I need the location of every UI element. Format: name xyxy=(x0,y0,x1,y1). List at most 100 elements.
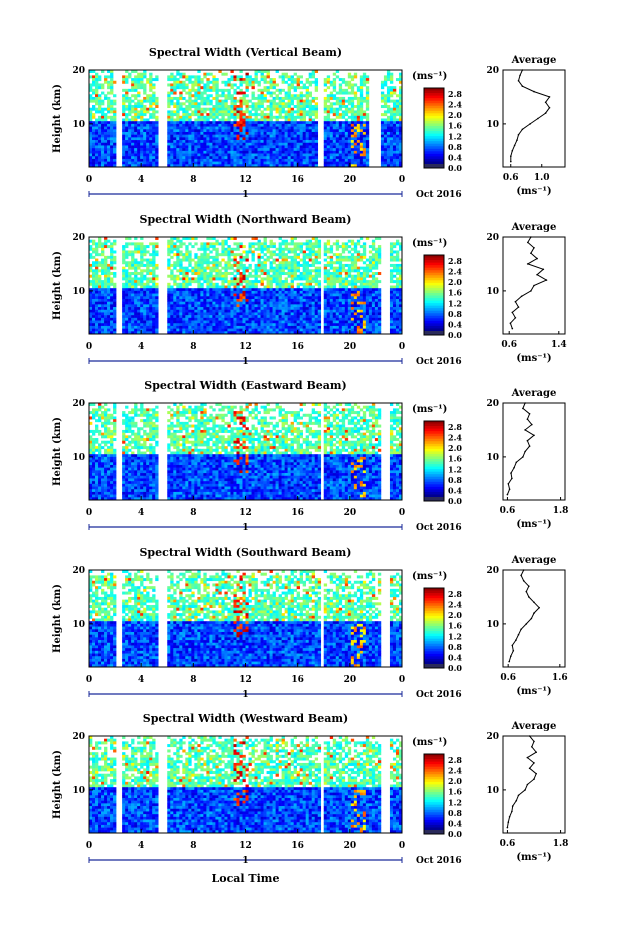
heatmap-cell xyxy=(167,94,171,98)
heatmap-cell xyxy=(257,158,261,162)
heatmap-cell xyxy=(272,105,276,109)
heatmap-cell xyxy=(89,288,93,292)
heatmap-cell xyxy=(194,288,198,292)
heatmap-cell xyxy=(155,126,159,130)
heatmap-cell xyxy=(296,161,300,165)
heatmap-cell xyxy=(236,126,240,130)
heatmap-cell xyxy=(257,320,261,324)
heatmap-cell xyxy=(173,148,177,152)
heatmap-cell xyxy=(233,126,237,130)
heatmap-cell xyxy=(92,269,96,273)
heatmap-cell xyxy=(323,80,328,84)
heatmap-cell xyxy=(113,315,117,319)
heatmap-cell xyxy=(251,83,255,87)
heatmap-cell xyxy=(188,123,192,127)
heatmap-cell xyxy=(209,317,213,321)
heatmap-cell xyxy=(326,131,331,135)
heatmap-cell xyxy=(122,131,126,135)
heatmap-cell xyxy=(137,142,141,146)
heatmap-cell xyxy=(263,242,267,246)
heatmap-cell xyxy=(311,105,316,109)
heatmap-cell xyxy=(248,250,252,254)
heatmap-cell xyxy=(332,156,337,160)
heatmap-cell xyxy=(167,253,171,257)
heatmap-cell xyxy=(89,245,93,249)
heatmap-cell xyxy=(203,137,207,141)
heatmap-cell xyxy=(386,70,391,73)
heatmap-cell xyxy=(203,86,207,90)
heatmap-cell xyxy=(380,118,385,122)
heatmap-cell xyxy=(245,304,249,308)
heatmap-cell xyxy=(188,113,192,117)
heatmap-cell xyxy=(287,325,291,329)
profile-point xyxy=(519,74,521,77)
heatmap-cell xyxy=(314,80,319,84)
heatmap-cell xyxy=(128,298,132,302)
heatmap-cell xyxy=(389,113,394,117)
heatmap-cell xyxy=(209,323,213,327)
heatmap-cell xyxy=(302,304,306,308)
heatmap-cell xyxy=(260,301,264,305)
heatmap-cell xyxy=(254,134,258,138)
heatmap-cell xyxy=(98,269,102,273)
heatmap-cell xyxy=(245,137,249,141)
heatmap-cell xyxy=(98,150,102,154)
heatmap-cell xyxy=(173,145,177,149)
heatmap-cell xyxy=(179,96,183,100)
heatmap-cell xyxy=(194,110,198,114)
heatmap-cell xyxy=(230,320,234,324)
heatmap-cell xyxy=(311,304,316,308)
heatmap-cell xyxy=(314,105,319,109)
heatmap-cell xyxy=(167,293,171,297)
heatmap-cell xyxy=(101,161,105,165)
heatmap-cell xyxy=(134,96,138,100)
heatmap-cell xyxy=(170,304,174,308)
heatmap-cell xyxy=(242,325,246,329)
heatmap-cell xyxy=(104,258,108,262)
heatmap-cell xyxy=(257,255,261,259)
heatmap-cell xyxy=(182,307,186,311)
heatmap-cell xyxy=(224,105,228,109)
heatmap-cell xyxy=(227,140,231,144)
heatmap-cell xyxy=(305,131,309,135)
heatmap-cell xyxy=(335,110,340,114)
heatmap-cell xyxy=(179,331,183,335)
heatmap-cell xyxy=(290,161,294,165)
heatmap-cell xyxy=(98,105,102,109)
heatmap-cell xyxy=(107,86,111,90)
heatmap-cell xyxy=(398,115,403,119)
heatmap-cell xyxy=(239,113,243,117)
heatmap-cell xyxy=(323,99,328,103)
heatmap-cell xyxy=(221,301,225,305)
heatmap-cell xyxy=(182,309,186,313)
heatmap-cell xyxy=(359,134,364,138)
heatmap-cell xyxy=(263,145,267,149)
heatmap-cell xyxy=(236,285,240,289)
heatmap-cell xyxy=(185,298,189,302)
heatmap-cell xyxy=(305,312,309,316)
heatmap-cell xyxy=(230,105,234,109)
heatmap-cell xyxy=(323,150,328,154)
heatmap-cell xyxy=(137,272,141,276)
heatmap-cell xyxy=(110,282,114,286)
heatmap-cell xyxy=(275,269,279,273)
heatmap-cell xyxy=(380,137,385,141)
heatmap-cell xyxy=(221,72,225,76)
heatmap-cell xyxy=(281,266,285,270)
heatmap-cell xyxy=(239,161,243,165)
heatmap-cell xyxy=(314,239,319,243)
heatmap-cell xyxy=(92,115,96,119)
heatmap-cell xyxy=(203,156,207,160)
profile-point xyxy=(548,106,551,109)
heatmap-cell xyxy=(287,137,291,141)
heatmap-cell xyxy=(197,293,201,297)
heatmap-cell xyxy=(347,75,352,79)
heatmap-cell xyxy=(200,301,204,305)
heatmap-cell xyxy=(110,272,114,276)
heatmap-cell xyxy=(203,161,207,165)
heatmap-cell xyxy=(341,140,346,144)
heatmap-cell xyxy=(185,282,189,286)
heatmap-cell xyxy=(221,247,225,251)
heatmap-cell xyxy=(311,150,316,154)
heatmap-cell xyxy=(134,237,138,240)
